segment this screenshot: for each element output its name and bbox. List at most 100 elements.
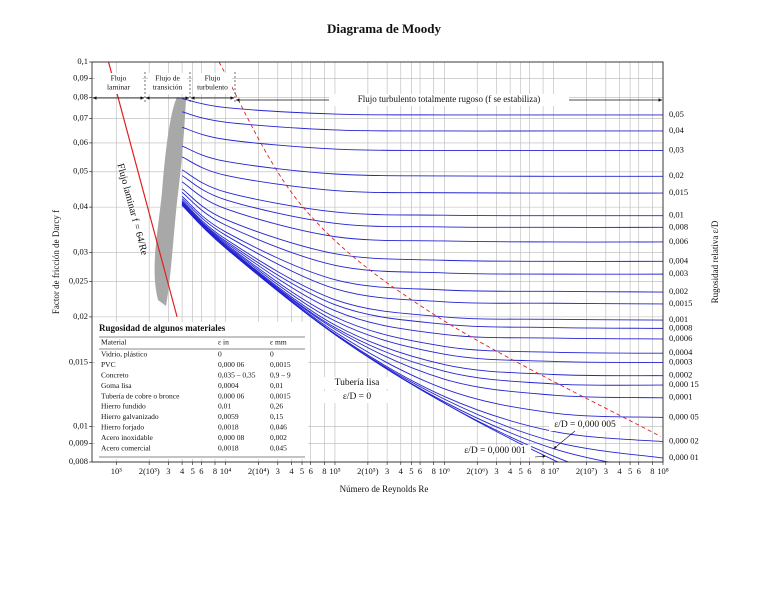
friction-curve — [181, 202, 663, 354]
label-bg — [329, 94, 569, 106]
y-tick-label: 0,025 — [69, 276, 88, 286]
curve-annotation: ε/D = 0,000 001 — [464, 446, 526, 456]
friction-curve — [181, 188, 663, 262]
curve-annotation: ε/D = 0 — [343, 392, 372, 402]
friction-curve — [181, 192, 663, 275]
roughness-label: 0,006 — [669, 236, 688, 246]
roughness-label: 0,0006 — [669, 333, 692, 343]
roughness-label: 0,0001 — [669, 392, 692, 402]
region-label: Flujo — [205, 74, 221, 83]
table-header: Material — [101, 338, 126, 347]
table-cell: Tubería de cobre o bronce — [101, 391, 180, 400]
roughness-label: 0,000 02 — [669, 436, 699, 446]
laminar-line — [107, 62, 178, 318]
table-cell: Concreto — [101, 371, 129, 380]
table-cell: 0,000 08 — [218, 433, 245, 442]
y-tick-label: 0,08 — [73, 91, 88, 101]
y-tick-label: 0,03 — [73, 247, 88, 257]
table-title: Rugosidad de algunos materiales — [99, 323, 226, 333]
friction-curve — [182, 98, 663, 116]
roughness-label: 0,000 01 — [669, 452, 699, 462]
y-tick-label: 0,1 — [77, 56, 88, 66]
region-label: laminar — [107, 83, 130, 92]
friction-curve — [181, 198, 663, 305]
friction-curve — [181, 202, 663, 340]
curve-annotation: Tubería lisa — [335, 378, 381, 388]
table-cell: 0,0018 — [218, 443, 239, 452]
table-header: ε in — [218, 338, 229, 347]
roughness-label: 0,0004 — [669, 347, 693, 357]
friction-curve — [181, 203, 663, 363]
y-tick-label: 0,009 — [69, 437, 88, 447]
roughness-label: 0,02 — [669, 170, 684, 180]
label-bg — [459, 445, 531, 457]
table-cell: Hierro forjado — [101, 423, 144, 432]
chart-title: Diagrama de Moody — [327, 21, 442, 36]
roughness-label: 0,0003 — [669, 356, 692, 366]
table-cell: 0,0015 — [270, 391, 291, 400]
x-tick-label: 2(10³) — [139, 466, 160, 476]
friction-curve — [181, 145, 663, 177]
x-tick-label: 8 — [541, 466, 545, 476]
roughness-label: 0,000 15 — [669, 379, 699, 389]
x-tick-label: 4 — [399, 466, 404, 476]
table-cell: 0,045 — [270, 443, 287, 452]
label-bg — [193, 73, 232, 94]
friction-curve — [181, 200, 663, 321]
x-tick-label: 8 — [650, 466, 654, 476]
friction-curve — [181, 126, 663, 152]
y-tick-label: 0,06 — [73, 137, 88, 147]
table-cell: Acero inoxidable — [101, 433, 154, 442]
x-tick-label: 6 — [418, 466, 422, 476]
table-cell: 0 — [218, 350, 222, 359]
x-tick-label: 3 — [604, 466, 608, 476]
roughness-label: 0,0008 — [669, 322, 692, 332]
x-axis-label: Número de Reynolds Re — [340, 484, 429, 494]
y-tick-label: 0,008 — [69, 456, 88, 466]
y-tick-label: 0,05 — [73, 166, 88, 176]
x-tick-label: 10³ — [111, 466, 123, 476]
roughness-label: 0,000 05 — [669, 411, 699, 421]
region-label: turbulento — [197, 83, 228, 92]
region-label: Flujo de — [155, 74, 180, 83]
x-tick-label: 3 — [276, 466, 280, 476]
friction-curve — [181, 204, 570, 462]
x-tick-label: 5 — [409, 466, 413, 476]
x-tick-label: 5 — [191, 466, 195, 476]
region-label: Flujo turbulento totalmente rugoso (f se… — [358, 94, 540, 104]
x-tick-label: 3 — [494, 466, 498, 476]
x-tick-label: 6 — [199, 466, 203, 476]
label-bg — [148, 73, 187, 94]
roughness-label: 0,03 — [669, 144, 684, 154]
x-tick-label: 6 — [527, 466, 531, 476]
table-bg — [95, 322, 308, 459]
table-cell: 0,000 06 — [218, 360, 245, 369]
label-bg — [321, 391, 393, 403]
curves — [107, 62, 663, 462]
x-tick-label: 5 — [300, 466, 304, 476]
leader — [534, 454, 546, 458]
table-cell: 0,002 — [270, 433, 287, 442]
friction-curve — [181, 181, 663, 243]
x-tick-label: 2(10⁴) — [248, 466, 270, 476]
x-tick-label: 8 — [213, 466, 217, 476]
roughness-label: 0,001 — [669, 314, 688, 324]
table-cell: 0,000 06 — [218, 391, 245, 400]
roughness-label: 0,003 — [669, 268, 688, 278]
label-bg — [95, 73, 142, 94]
table-cell: Hierro galvanizado — [101, 412, 159, 421]
x-tick-label: 10⁸ — [657, 466, 669, 476]
table-cell: 0,035 – 0,35 — [218, 371, 256, 380]
roughness-label: 0,04 — [669, 125, 685, 135]
table-cell: 0,26 — [270, 402, 283, 411]
transition-region — [154, 97, 186, 306]
roughness-label: 0,05 — [669, 109, 684, 119]
friction-curve — [181, 169, 663, 217]
friction-curve — [181, 175, 663, 228]
roughness-label: 0,002 — [669, 286, 688, 296]
x-tick-label: 10⁷ — [548, 466, 560, 476]
leader — [553, 430, 576, 449]
y-axis-label: Factor de fricción de Darcy f — [51, 210, 61, 314]
